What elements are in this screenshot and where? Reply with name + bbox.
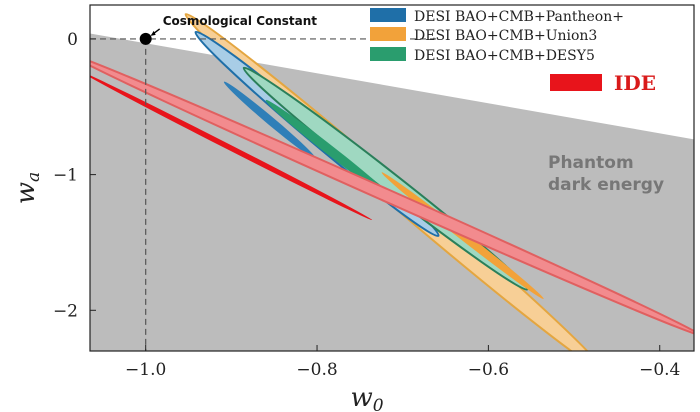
legend-label: DESI BAO+CMB+Pantheon+: [414, 9, 624, 25]
x-axis-label-sub: 0: [373, 396, 384, 412]
y-tick-label: −2: [53, 301, 78, 321]
contour-ide-1sigma: [90, 72, 373, 221]
y-axis-label-sub: a: [24, 172, 44, 182]
y-tick-label: −1: [53, 166, 78, 186]
x-tick-label: −1.0: [125, 360, 166, 380]
annotation-arrowhead: [150, 30, 156, 36]
y-axis-label-group: wa: [11, 172, 44, 204]
legend: DESI BAO+CMB+Pantheon+ DESI BAO+CMB+Union…: [370, 8, 656, 95]
legend-swatch-ide: [550, 74, 602, 91]
cosmological-constant-label: Cosmological Constant: [163, 14, 318, 28]
plot-frame: [89, 4, 695, 352]
phantom-label-line2: dark energy: [548, 175, 664, 195]
contour-desi-bao-cmb-desy5-1sigma: [265, 99, 395, 201]
legend-label: DESI BAO+CMB+Union3: [414, 28, 597, 44]
legend-swatch: [370, 27, 406, 41]
x-tick-label: −0.4: [639, 360, 680, 380]
cosmological-constant-point: [139, 32, 152, 45]
contour-ide-2sigma: [90, 54, 694, 336]
plot-area: [90, 12, 694, 351]
legend-swatch: [370, 8, 406, 22]
legend-swatch: [370, 47, 406, 61]
phantom-label-line1: Phantom: [548, 153, 634, 173]
legend-label: DESI BAO+CMB+DESY5: [414, 48, 595, 64]
x-tick-label: −0.8: [296, 360, 337, 380]
y-axis-label: wa: [11, 172, 44, 204]
x-tick-label: −0.6: [468, 360, 509, 380]
legend-label-ide: IDE: [614, 71, 656, 95]
axes: −1.0 −0.8 −0.6 −0.4 0 −1 −2 w0 wa: [11, 30, 680, 412]
y-tick-label: 0: [67, 30, 78, 50]
contour-desi-bao-cmb-pantheon--1sigma: [223, 81, 316, 160]
x-axis-label: w0: [350, 383, 383, 412]
